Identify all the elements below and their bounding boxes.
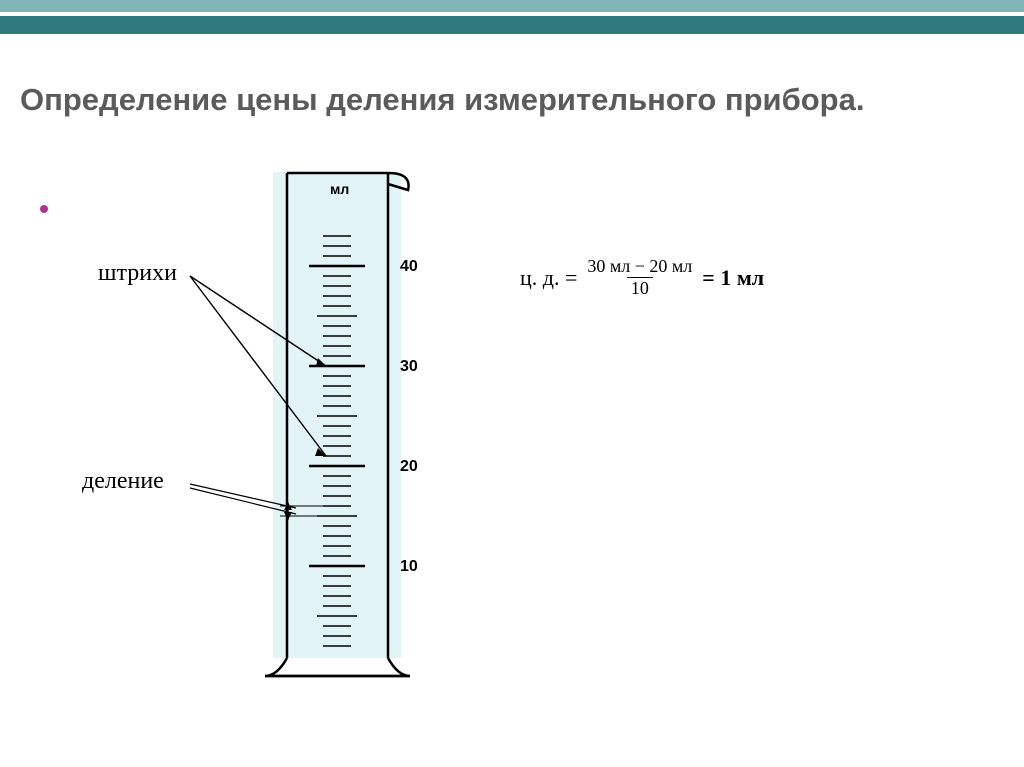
tick-20: 20 — [400, 458, 418, 476]
tick-40: 40 — [400, 258, 418, 276]
unit-label: мл — [330, 181, 349, 197]
formula-prefix: ц. д. = — [520, 265, 577, 291]
diagram-area: штрихи деление — [30, 166, 990, 706]
tick-30: 30 — [400, 358, 418, 376]
formula-result: = 1 мл — [702, 265, 764, 291]
formula-fraction: 30 мл − 20 мл 10 — [583, 256, 696, 299]
bar-stripe-1 — [0, 0, 1024, 12]
tick-10: 10 — [400, 558, 418, 576]
slide-root: Определение цены деления измерительного … — [0, 0, 1024, 767]
formula: ц. д. = 30 мл − 20 мл 10 = 1 мл — [520, 256, 764, 299]
formula-numerator: 30 мл − 20 мл — [583, 256, 696, 277]
bar-stripe-3 — [0, 16, 1024, 34]
formula-denominator: 10 — [627, 277, 653, 299]
page-title: Определение цены деления измерительного … — [20, 82, 980, 118]
cylinder-diagram — [30, 166, 460, 696]
cylinder-bg — [273, 172, 401, 658]
top-decorative-bar — [0, 0, 1024, 38]
